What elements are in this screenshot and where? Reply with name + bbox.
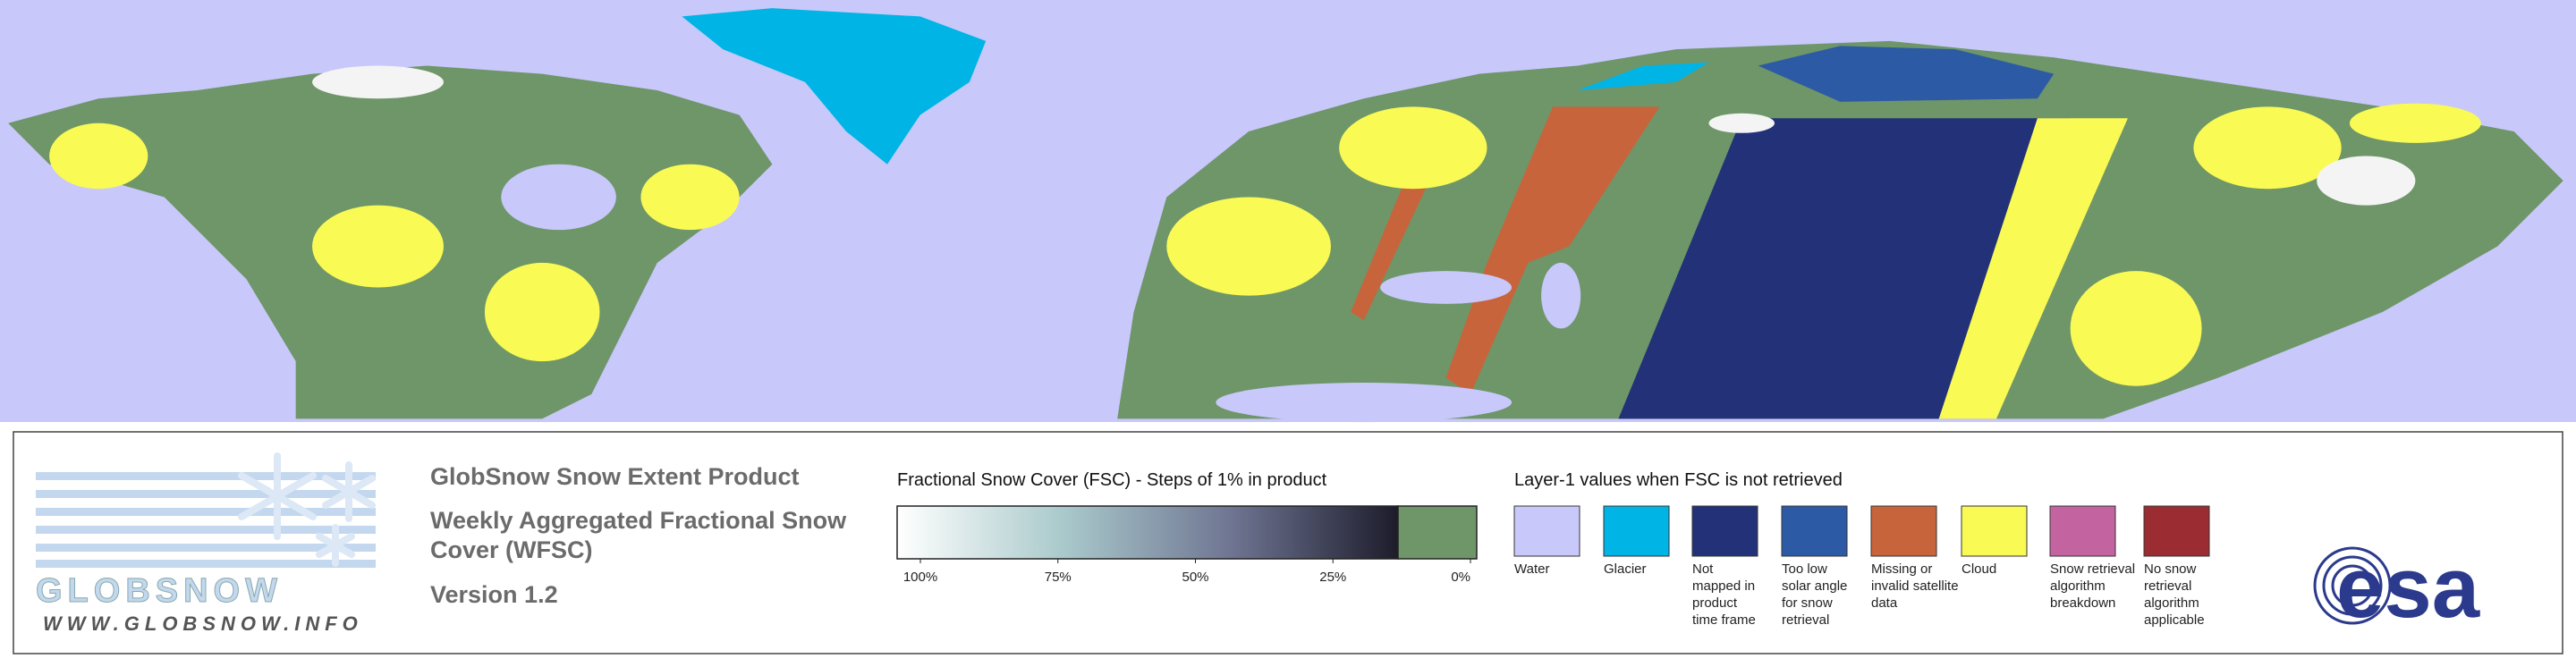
colorbar-tick-label: 0%: [1451, 570, 1470, 585]
colorbar-tick-label: 100%: [903, 570, 937, 585]
logo-url: WWW.GLOBSNOW.INFO: [43, 612, 363, 635]
legend-label: invalid satellite: [1871, 578, 1959, 594]
legend-label: algorithm: [2144, 595, 2199, 611]
product-titles: GlobSnow Snow Extent Product Weekly Aggre…: [430, 463, 847, 608]
colorbar-zero: [1397, 505, 1478, 560]
legend-label: for snow: [1782, 595, 1833, 611]
agency-name: esa: [2336, 540, 2480, 636]
missing-band: [1445, 106, 1660, 394]
legend-label: Cloud: [1962, 561, 1996, 577]
legend-label: retrieval: [1782, 612, 1829, 628]
legend-swatch: [1870, 505, 1937, 557]
legend-label: No snow: [2144, 561, 2197, 577]
legend-label: Not: [1692, 561, 1714, 577]
legend-swatch: [2049, 505, 2116, 557]
legend-label: data: [1871, 595, 1898, 611]
cloud-band: [1938, 118, 2128, 419]
legend-label: applicable: [2144, 612, 2205, 628]
unmapped-band: [1618, 118, 2071, 419]
arctic-ice: [1577, 62, 1709, 91]
product-title: Cover (WFSC): [430, 536, 593, 563]
inland-seas: [501, 164, 1581, 423]
colorbar-title: Fractional Snow Cover (FSC) - Steps of 1…: [897, 470, 1327, 490]
colorbar-ticks: 100% 75% 50% 25% 0%: [903, 559, 1471, 585]
legend-label: Glacier: [1604, 561, 1647, 577]
legend-label: Missing or: [1871, 561, 1932, 577]
legend-swatch: [1603, 505, 1670, 557]
legend-label: retrieval: [2144, 578, 2191, 594]
legend-label: mapped in: [1692, 578, 1755, 594]
legend-title: Layer-1 values when FSC is not retrieved: [1514, 470, 1843, 490]
greenland: [682, 8, 987, 165]
legend-swatch: [1961, 505, 2028, 557]
logo-name: GLOBSNOW: [36, 572, 283, 610]
legend-swatch: [1691, 505, 1758, 557]
legend-label: Water: [1514, 561, 1549, 577]
globsnow-logo: GLOBSNOW WWW.GLOBSNOW.INFO: [36, 452, 376, 635]
snow-patches: [312, 65, 2416, 206]
legend-label: breakdown: [2050, 595, 2115, 611]
legend-swatch: [1781, 505, 1848, 557]
legend-label: Snow retrieval: [2050, 561, 2135, 577]
legend-swatch: [1513, 505, 1580, 557]
map: [0, 0, 2576, 423]
legend-label: algorithm: [2050, 578, 2106, 594]
colorbar-ramp: [896, 505, 1399, 560]
legend-label: time frame: [1692, 612, 1756, 628]
legend-label: Too low: [1782, 561, 1827, 577]
colorbar-tick-label: 50%: [1182, 570, 1208, 585]
legend-swatch: [2143, 505, 2210, 557]
cloud-patches: [49, 103, 2481, 386]
colorbar-tick-label: 75%: [1045, 570, 1072, 585]
product-title: Weekly Aggregated Fractional Snow: [430, 507, 847, 534]
esa-logo: esa: [2313, 540, 2480, 636]
arctic-islands: [1758, 46, 2055, 102]
colorbar-tick-label: 25%: [1319, 570, 1346, 585]
missing-band-2: [1351, 181, 1430, 321]
product-title: Version 1.2: [430, 581, 558, 608]
legend-label: product: [1692, 595, 1738, 611]
legend-label: solar angle: [1782, 578, 1847, 594]
product-title: GlobSnow Snow Extent Product: [430, 463, 800, 490]
